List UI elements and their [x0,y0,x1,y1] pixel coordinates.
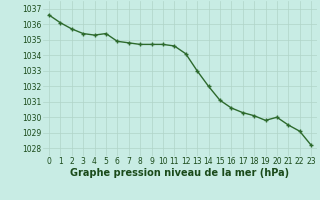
X-axis label: Graphe pression niveau de la mer (hPa): Graphe pression niveau de la mer (hPa) [70,168,290,178]
